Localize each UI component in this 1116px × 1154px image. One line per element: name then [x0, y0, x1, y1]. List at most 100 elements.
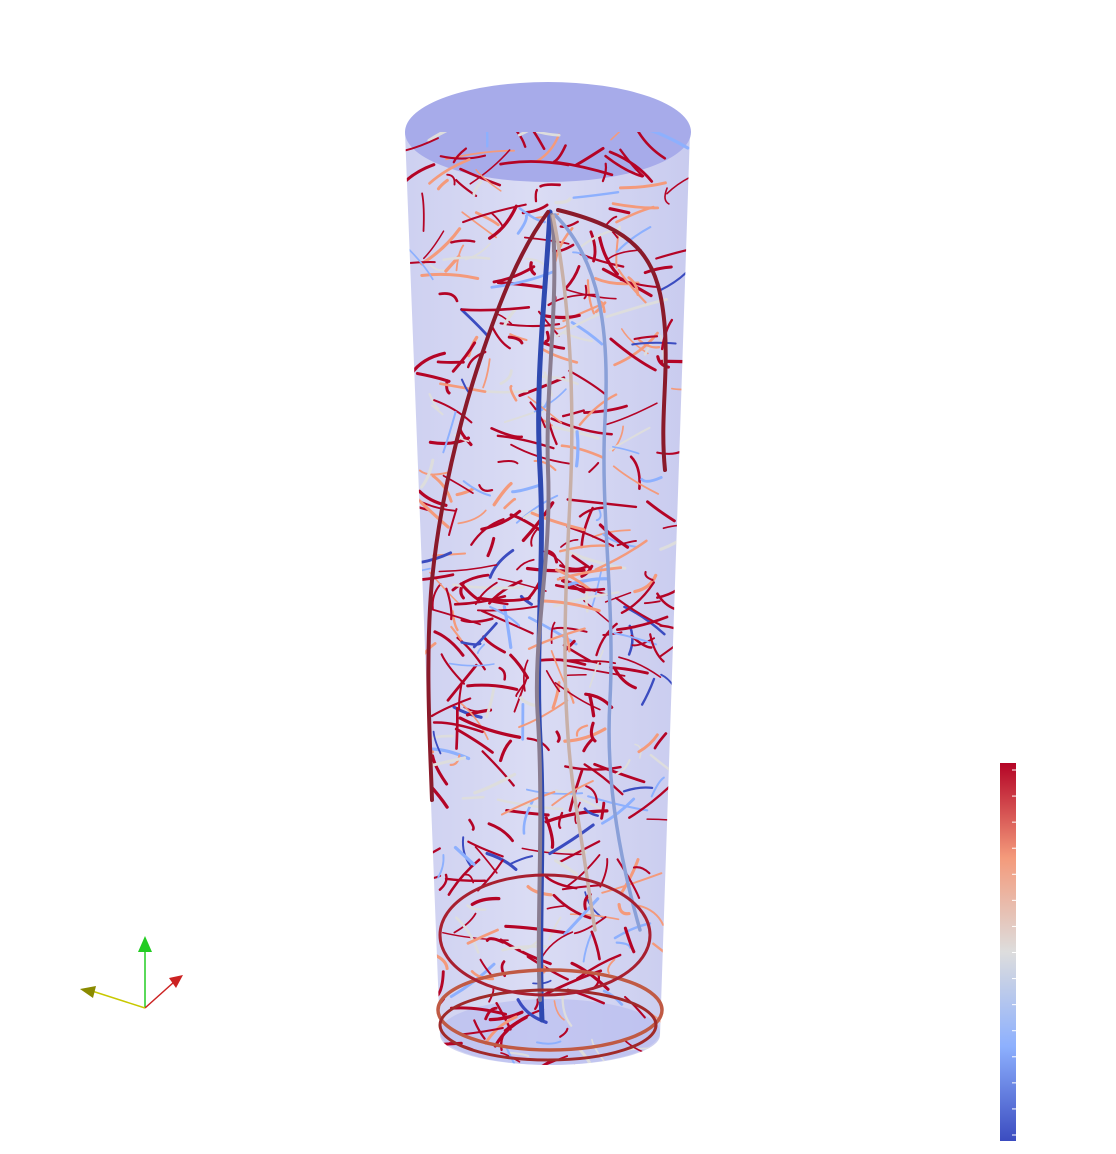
lateral-root	[610, 132, 648, 141]
lateral-root	[632, 866, 651, 875]
lateral-root	[612, 445, 640, 455]
lateral-root	[502, 604, 513, 649]
lateral-root	[436, 360, 465, 364]
lateral-root	[513, 676, 528, 713]
lateral-root	[503, 497, 517, 510]
lateral-root	[563, 288, 617, 300]
lateral-root	[566, 687, 575, 704]
lateral-root	[451, 573, 490, 592]
lateral-root	[492, 481, 513, 507]
lateral-root	[451, 341, 477, 373]
lateral-root	[489, 605, 521, 627]
cylinder-bottom-cap	[440, 999, 660, 1065]
lateral-root	[555, 789, 605, 812]
lateral-root	[466, 928, 499, 945]
lateral-root	[576, 953, 622, 980]
lateral-root	[436, 970, 445, 997]
lateral-root	[633, 573, 658, 594]
lateral-root	[604, 591, 632, 603]
lateral-root	[478, 484, 494, 492]
lateral-root	[437, 854, 445, 879]
lateral-root	[589, 230, 597, 263]
lateral-root	[520, 1055, 568, 1065]
lateral-root	[633, 335, 659, 341]
lateral-root	[587, 660, 617, 665]
lateral-root	[457, 509, 487, 525]
lateral-root	[473, 1019, 486, 1040]
lateral-root	[500, 1052, 521, 1063]
lateral-root	[474, 211, 500, 227]
lateral-root	[472, 180, 483, 197]
lateral-root	[453, 912, 477, 934]
lateral-root	[650, 776, 665, 798]
lateral-root	[518, 699, 569, 729]
lateral-root	[643, 342, 653, 356]
lateral-root	[470, 896, 501, 907]
root-main-axes	[426, 208, 668, 1062]
lateral-root	[615, 226, 652, 253]
lateral-root	[455, 706, 459, 750]
lateral-root	[546, 549, 559, 564]
lateral-root	[466, 904, 487, 911]
lateral-root	[572, 191, 620, 199]
lateral-root	[621, 328, 649, 355]
lateral-root	[575, 430, 580, 468]
lateral-root	[421, 192, 425, 232]
lateral-root	[582, 737, 595, 753]
lateral-root	[420, 272, 480, 280]
lateral-root	[539, 183, 561, 188]
lateral-root	[459, 167, 502, 187]
lateral-root	[448, 662, 495, 667]
lateral-root	[427, 132, 490, 143]
lateral-root	[476, 643, 486, 654]
lateral-root	[601, 797, 636, 825]
lateral-root	[452, 583, 525, 590]
lateral-root	[564, 664, 626, 677]
lateral-root	[571, 554, 592, 570]
lateral-root	[439, 154, 487, 160]
lateral-root	[499, 1072, 561, 1078]
lateral-root	[475, 169, 502, 192]
lateral-root	[449, 754, 461, 766]
lateral-root	[477, 596, 531, 603]
lateral-root	[650, 1055, 657, 1065]
lateral-root	[515, 682, 526, 697]
lateral-root	[532, 1059, 554, 1065]
lateral-root	[575, 724, 589, 737]
lateral-root	[616, 858, 641, 899]
lateral-root	[566, 525, 615, 548]
lateral-root	[454, 727, 494, 754]
lateral-root	[496, 281, 548, 290]
lateral-root	[608, 150, 654, 183]
lateral-root	[487, 822, 514, 843]
lateral-root	[646, 500, 676, 523]
lateral-root	[559, 1027, 569, 1038]
lateral-root	[664, 187, 670, 205]
lateral-root	[453, 595, 507, 606]
lateral-root	[643, 265, 673, 275]
lateral-root	[619, 181, 667, 190]
lateral-root	[637, 904, 665, 926]
lateral-root	[534, 188, 539, 203]
lateral-root	[438, 564, 498, 573]
lateral-root	[460, 308, 489, 337]
lateral-root	[498, 666, 507, 681]
lateral-root	[481, 750, 515, 787]
lateral-root	[588, 461, 600, 473]
lateral-root	[644, 570, 654, 582]
lateral-root	[615, 758, 631, 776]
lateral-root	[612, 465, 660, 495]
lateral-root	[469, 149, 511, 185]
lateral-root	[555, 312, 602, 338]
lateral-root	[533, 459, 557, 472]
lateral-root	[459, 582, 481, 602]
lateral-root	[415, 371, 451, 383]
lateral-root	[438, 873, 448, 891]
lateral-root	[542, 313, 581, 320]
lateral-root	[509, 653, 530, 680]
lateral-root	[671, 387, 690, 391]
lateral-root	[606, 402, 658, 426]
lateral-root	[511, 483, 542, 494]
lateral-root	[615, 941, 632, 949]
